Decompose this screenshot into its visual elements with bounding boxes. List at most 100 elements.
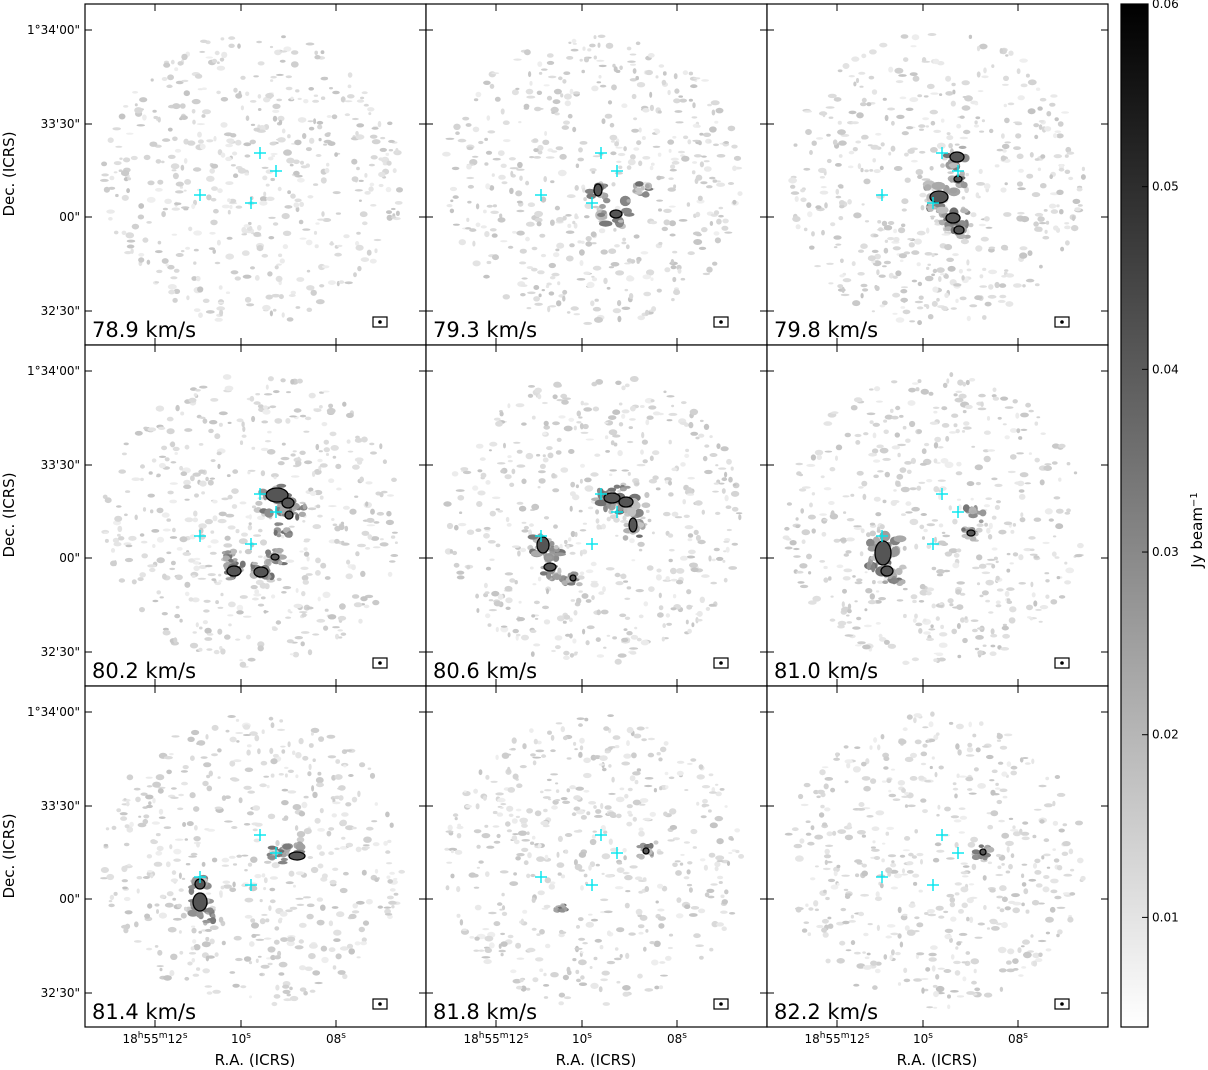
noise-speck [851, 56, 860, 62]
noise-speck [564, 100, 571, 107]
noise-speck [968, 223, 974, 228]
noise-speck [947, 598, 954, 604]
noise-speck [659, 961, 666, 964]
noise-speck [1065, 567, 1075, 574]
noise-speck [642, 274, 652, 280]
noise-speck [716, 182, 726, 187]
noise-speck [521, 521, 527, 524]
noise-speck [477, 490, 486, 496]
noise-speck [500, 803, 507, 806]
noise-speck [187, 736, 195, 742]
noise-speck [860, 167, 864, 173]
noise-speck [887, 237, 895, 241]
noise-speck [387, 571, 393, 577]
noise-speck [445, 830, 454, 833]
noise-speck [671, 160, 680, 165]
noise-speck [966, 259, 970, 266]
noise-speck [553, 381, 562, 388]
noise-speck [306, 556, 310, 562]
noise-speck [611, 182, 616, 187]
noise-speck [843, 888, 849, 892]
noise-speck [552, 394, 558, 400]
noise-speck [475, 803, 480, 810]
noise-speck [540, 253, 547, 258]
noise-speck [158, 455, 167, 458]
noise-speck [622, 848, 627, 853]
noise-speck [835, 188, 840, 195]
noise-speck [839, 204, 845, 209]
noise-speck [295, 871, 305, 876]
noise-speck [975, 192, 980, 199]
noise-speck [484, 231, 490, 238]
emission-blob [895, 567, 903, 576]
noise-speck [699, 132, 704, 136]
noise-speck [500, 108, 505, 115]
noise-speck [595, 809, 602, 814]
noise-speck [573, 222, 578, 229]
noise-speck [1005, 273, 1015, 278]
noise-speck [537, 61, 543, 67]
noise-field [442, 34, 743, 325]
noise-speck [878, 633, 883, 639]
noise-speck [1048, 203, 1057, 209]
noise-speck [362, 844, 370, 847]
noise-speck [926, 227, 930, 234]
noise-speck [235, 732, 244, 734]
noise-speck [501, 892, 505, 897]
noise-speck [293, 170, 300, 176]
noise-speck [649, 91, 653, 98]
noise-speck [710, 581, 717, 585]
noise-speck [206, 194, 212, 201]
noise-speck [150, 78, 154, 82]
noise-speck [573, 425, 577, 431]
noise-speck [892, 500, 900, 504]
noise-speck [832, 139, 838, 146]
noise-speck [478, 949, 485, 952]
noise-speck [173, 848, 182, 855]
noise-speck [580, 431, 589, 434]
noise-speck [798, 488, 807, 492]
ticks [85, 4, 426, 345]
noise-speck [218, 573, 222, 577]
noise-speck [541, 754, 547, 758]
noise-speck [603, 277, 608, 285]
noise-speck [813, 900, 819, 907]
noise-speck [607, 100, 613, 105]
noise-speck [882, 97, 887, 101]
noise-speck [582, 522, 588, 525]
noise-speck [544, 789, 552, 792]
noise-speck [725, 505, 732, 510]
noise-speck [600, 825, 606, 832]
noise-speck [177, 807, 184, 811]
noise-speck [206, 175, 215, 182]
noise-speck [934, 219, 940, 224]
emission-blob [962, 504, 970, 512]
noise-speck [191, 729, 200, 736]
noise-speck [845, 949, 852, 952]
noise-speck [548, 262, 556, 269]
noise-speck [527, 852, 532, 859]
noise-speck [385, 186, 392, 193]
noise-speck [841, 874, 850, 877]
noise-speck [562, 79, 567, 84]
noise-speck [935, 652, 944, 657]
noise-speck [472, 485, 479, 491]
noise-speck [294, 139, 302, 146]
noise-speck [642, 108, 650, 113]
noise-speck [196, 742, 200, 745]
noise-speck [508, 813, 514, 817]
noise-speck [1060, 246, 1065, 252]
noise-speck [629, 418, 636, 421]
velocity-label: 80.6 km/s [433, 659, 537, 683]
noise-speck [906, 469, 912, 474]
noise-speck [932, 286, 939, 293]
noise-speck [600, 978, 608, 982]
noise-speck [183, 906, 188, 911]
noise-speck [580, 463, 585, 468]
noise-speck [334, 252, 342, 257]
noise-speck [615, 69, 621, 73]
noise-speck [469, 228, 477, 232]
noise-speck [893, 228, 898, 234]
noise-speck [197, 577, 207, 580]
noise-speck [1016, 181, 1024, 187]
